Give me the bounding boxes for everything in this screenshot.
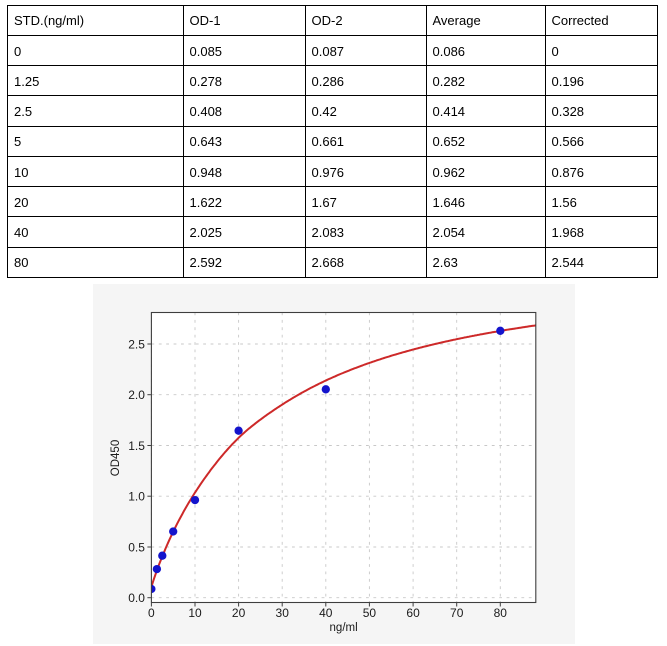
svg-text:0.5: 0.5 bbox=[128, 541, 145, 555]
svg-text:1.5: 1.5 bbox=[128, 439, 145, 453]
svg-text:2.0: 2.0 bbox=[128, 388, 145, 402]
svg-text:2.5: 2.5 bbox=[128, 338, 145, 352]
svg-text:60: 60 bbox=[406, 606, 420, 620]
svg-text:50: 50 bbox=[363, 606, 377, 620]
svg-text:10: 10 bbox=[188, 606, 202, 620]
svg-text:40: 40 bbox=[319, 606, 333, 620]
svg-text:20: 20 bbox=[232, 606, 246, 620]
svg-text:30: 30 bbox=[276, 606, 290, 620]
svg-text:OD450: OD450 bbox=[110, 440, 122, 476]
svg-text:70: 70 bbox=[450, 606, 464, 620]
svg-text:ng/ml: ng/ml bbox=[330, 622, 358, 634]
svg-text:1.0: 1.0 bbox=[128, 490, 145, 504]
svg-text:80: 80 bbox=[494, 606, 508, 620]
svg-text:0: 0 bbox=[148, 606, 155, 620]
svg-text:0.0: 0.0 bbox=[128, 591, 145, 605]
